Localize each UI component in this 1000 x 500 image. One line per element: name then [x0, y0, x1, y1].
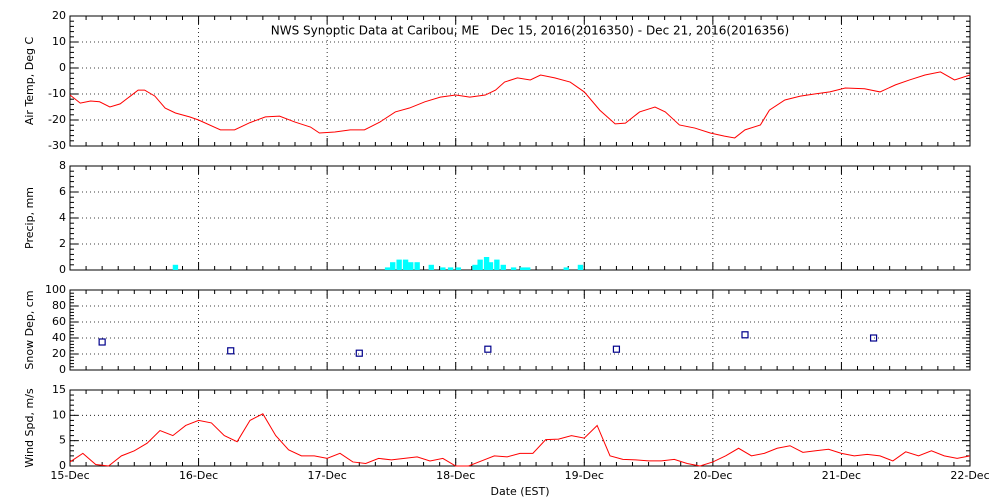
bar	[172, 264, 179, 270]
y-tick-label: 6	[59, 185, 66, 198]
bar	[390, 262, 396, 270]
y-axis-label: Precip, mm	[23, 187, 36, 249]
y-tick-label: 20	[52, 9, 66, 22]
bar	[447, 267, 454, 270]
y-tick-label: 40	[52, 331, 66, 344]
bar	[519, 267, 526, 270]
point	[227, 347, 235, 355]
point	[98, 338, 106, 346]
x-tick-label: 21-Dec	[822, 469, 861, 482]
y-tick-label: 5	[59, 434, 66, 447]
y-tick-label: -30	[48, 139, 66, 152]
chart-title: NWS Synoptic Data at Caribou, ME Dec 15,…	[271, 24, 789, 38]
x-tick-label: 20-Dec	[693, 469, 732, 482]
y-tick-label: -20	[48, 113, 66, 126]
x-axis-label: Date (EST)	[490, 485, 549, 498]
bar	[577, 264, 584, 270]
point	[869, 334, 878, 342]
bar	[408, 262, 414, 270]
bar	[384, 267, 391, 270]
bar	[455, 267, 461, 270]
y-tick-label: 20	[52, 347, 66, 360]
y-tick-label: 4	[59, 211, 66, 224]
bar	[494, 259, 500, 270]
y-tick-label: 100	[45, 283, 66, 296]
y-axis-label: Snow Dep, cm	[23, 290, 36, 369]
bar	[414, 262, 420, 270]
point	[484, 345, 492, 353]
y-tick-label: 0	[59, 363, 66, 376]
data-line	[69, 71, 971, 139]
y-tick-label: 80	[52, 299, 66, 312]
bar	[472, 264, 478, 270]
y-tick-label: 0	[59, 263, 66, 276]
y-tick-label: 8	[59, 159, 66, 172]
x-tick-label: 16-Dec	[179, 469, 218, 482]
bar	[563, 267, 569, 270]
y-tick-label: 60	[52, 315, 66, 328]
x-tick-label: 15-Dec	[50, 469, 89, 482]
y-tick-label: 0	[59, 61, 66, 74]
y-tick-label: 15	[52, 383, 66, 396]
plot-frame	[69, 15, 971, 147]
bar	[402, 259, 409, 270]
x-tick-label: 17-Dec	[308, 469, 347, 482]
point	[612, 345, 621, 353]
y-tick-label: 0	[59, 459, 66, 472]
x-tick-label: 19-Dec	[565, 469, 604, 482]
point	[355, 349, 363, 357]
y-axis-label: Air Temp, Deg C	[23, 37, 36, 126]
bar	[525, 267, 531, 270]
y-tick-label: 10	[52, 408, 66, 421]
point	[741, 331, 749, 339]
bar	[500, 264, 506, 270]
plot-frame	[69, 389, 971, 467]
bar	[487, 262, 494, 270]
y-tick-label: 10	[52, 35, 66, 48]
bar	[477, 259, 483, 270]
y-tick-label: 2	[59, 237, 66, 250]
x-tick-label: 18-Dec	[436, 469, 475, 482]
y-tick-label: -10	[48, 87, 66, 100]
bar	[483, 257, 490, 270]
y-axis-label: Wind Spd, m/s	[23, 388, 36, 468]
x-tick-label: 22-Dec	[950, 469, 989, 482]
data-line	[69, 413, 971, 467]
bar	[440, 267, 446, 270]
plot-frame	[69, 289, 971, 371]
bar	[510, 267, 517, 270]
bar	[396, 259, 402, 270]
bar	[428, 264, 434, 270]
